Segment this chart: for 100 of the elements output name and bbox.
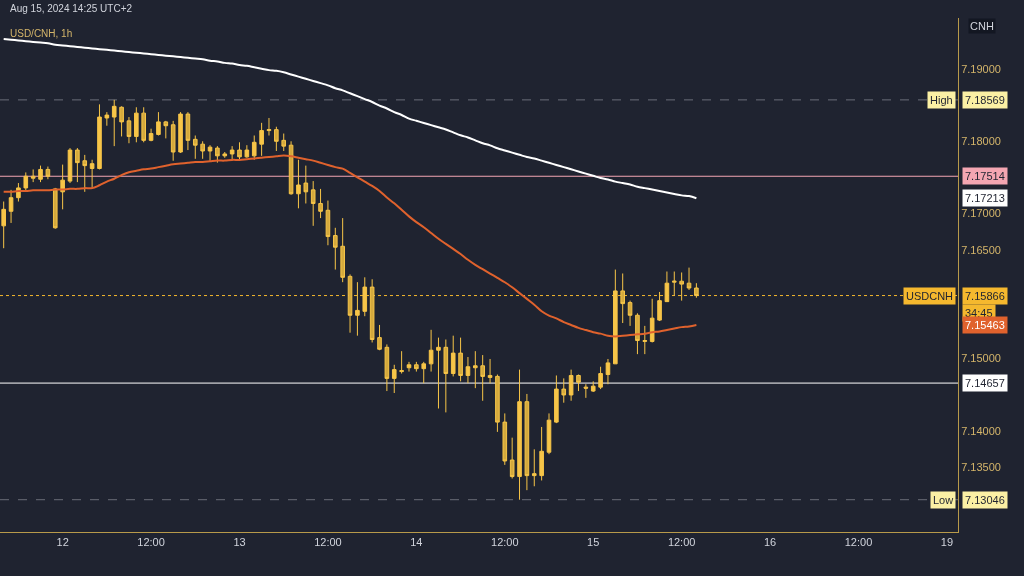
candlestick xyxy=(369,278,375,343)
candlestick xyxy=(590,380,596,393)
candlestick xyxy=(465,356,471,384)
candlestick xyxy=(428,329,434,373)
y-tick-label: 7.15000 xyxy=(961,352,1001,365)
y-tick-label: 7.19000 xyxy=(961,62,1001,75)
ref-line-label: Low xyxy=(933,494,954,506)
candlestick xyxy=(664,271,670,303)
candlestick xyxy=(266,117,272,136)
candlestick xyxy=(75,147,80,183)
candlestick xyxy=(509,437,515,479)
candlestick xyxy=(111,99,117,147)
candlestick xyxy=(67,147,73,184)
text: 7.17213 xyxy=(965,192,1005,204)
candlestick xyxy=(38,165,43,183)
candlestick xyxy=(45,166,51,180)
candlestick xyxy=(362,276,368,317)
candlestick xyxy=(8,189,14,224)
candlestick xyxy=(156,111,161,136)
candlestick xyxy=(487,358,493,384)
candlestick xyxy=(126,116,132,144)
x-tick-label: 12:00 xyxy=(137,536,165,549)
candlestick xyxy=(119,105,124,137)
candlestick xyxy=(679,271,684,302)
candlestick xyxy=(480,354,485,402)
candlestick xyxy=(89,159,95,190)
candlestick xyxy=(148,128,154,142)
candlestick xyxy=(178,111,183,154)
candlestick xyxy=(23,171,29,193)
candlestick xyxy=(391,364,397,394)
candlestick xyxy=(694,282,699,299)
candlestick xyxy=(259,122,264,157)
candlestick xyxy=(686,267,692,291)
candlestick xyxy=(517,369,522,501)
candlestick xyxy=(598,366,603,390)
candlestick xyxy=(399,350,404,375)
candlestick xyxy=(443,339,449,413)
candlestick xyxy=(192,135,198,160)
y-tick-label: 7.16500 xyxy=(961,243,1001,256)
candlestick xyxy=(473,350,478,389)
candlestick xyxy=(310,180,316,227)
candlestick xyxy=(318,188,323,219)
x-tick-label: 15 xyxy=(587,536,600,549)
text: 7.14657 xyxy=(965,377,1005,389)
candlestick xyxy=(215,145,220,164)
candlestick xyxy=(244,144,250,159)
candlestick xyxy=(583,383,589,399)
x-tick-label: 16 xyxy=(763,536,777,549)
candlestick xyxy=(30,168,36,183)
line-series xyxy=(2,37,698,200)
y-tick-label: 7.13500 xyxy=(961,460,1001,473)
candlestick xyxy=(620,272,626,324)
chart-subtitle: Aug 15, 2024 14:25 UTC+2 xyxy=(10,3,133,14)
candlestick xyxy=(97,103,102,170)
text: 7.15866 xyxy=(965,290,1005,302)
candlestick xyxy=(185,111,191,151)
candlestick xyxy=(458,337,463,382)
ref-line-label: High xyxy=(930,94,953,106)
candlestick xyxy=(355,281,360,337)
candlestick xyxy=(406,361,412,373)
candlestick xyxy=(288,140,294,196)
candlestick xyxy=(296,159,301,209)
candlestick xyxy=(568,369,574,402)
ref-line-label: USDCNH xyxy=(906,290,954,302)
x-tick-label: 12:00 xyxy=(314,536,342,549)
candlestick xyxy=(303,165,309,204)
candlestick xyxy=(531,448,537,487)
candlestick xyxy=(325,200,331,246)
candlestick xyxy=(539,426,544,481)
candlestick xyxy=(642,325,648,355)
candlestick xyxy=(649,298,655,343)
candlestick xyxy=(1,201,6,249)
candlestick xyxy=(671,271,677,297)
x-tick-label: 12:00 xyxy=(491,536,519,549)
candlestick xyxy=(377,324,382,351)
candlestick xyxy=(274,126,279,152)
candlestick xyxy=(222,151,228,159)
candlestick xyxy=(207,144,213,162)
y-tick-label: 7.17000 xyxy=(961,207,1001,220)
candlestick xyxy=(251,135,257,161)
candlestick xyxy=(141,106,147,143)
candlestick xyxy=(657,291,662,322)
candlestick xyxy=(613,269,618,365)
text: 34:45 xyxy=(965,307,993,319)
x-tick-label: 12 xyxy=(56,536,69,549)
x-tick-label: 13 xyxy=(233,536,246,549)
candlestick xyxy=(229,145,235,161)
candlestick xyxy=(281,133,287,152)
text: 7.17514 xyxy=(965,170,1005,182)
candlestick xyxy=(170,120,176,162)
candlestick xyxy=(414,361,419,373)
candlestick xyxy=(82,154,88,193)
text: USD/CNH, 1h xyxy=(10,28,73,39)
candlestick xyxy=(332,227,338,271)
candlestick xyxy=(436,337,441,409)
candlestick xyxy=(237,141,242,161)
candlestick xyxy=(502,412,508,466)
candlestick xyxy=(554,374,559,424)
candlestick xyxy=(200,140,205,160)
candlestick xyxy=(576,374,581,392)
